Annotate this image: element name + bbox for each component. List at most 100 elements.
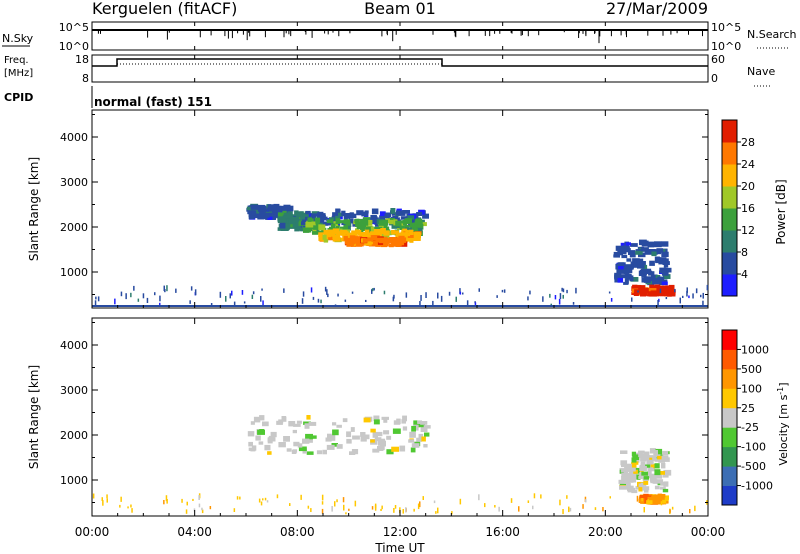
- power-data-cell: [630, 243, 638, 247]
- y-tick-label: 3000: [60, 384, 88, 397]
- power-data-cell: [640, 270, 648, 275]
- velocity-data-cell: [293, 423, 301, 427]
- velocity-data-cell: [417, 420, 422, 424]
- velocity-data-cell: [437, 507, 439, 514]
- power-data-cell: [371, 288, 374, 292]
- power-data-cell: [351, 239, 358, 244]
- power-data-cell: [364, 241, 372, 246]
- velocity-data-cell: [374, 505, 377, 511]
- velocity-data-cell: [641, 498, 643, 502]
- power-data-cell: [379, 211, 386, 217]
- freq-trace: [92, 58, 708, 67]
- power-data-cell: [320, 299, 322, 304]
- velocity-data-cell: [643, 507, 645, 513]
- velocity-data-cell: [411, 443, 420, 448]
- velocity-data-cell: [383, 417, 388, 423]
- velocity-data-cell: [267, 451, 272, 455]
- velocity-data-cell: [370, 439, 375, 443]
- power-data-cell: [166, 285, 168, 292]
- velocity-data-cell: [602, 507, 604, 512]
- power-data-cell: [636, 258, 644, 265]
- velocity-data-cell: [401, 419, 406, 424]
- velocity-data-cell: [296, 420, 302, 424]
- power-data-cell: [640, 291, 646, 297]
- velocity-y-axis: 1000 2000 3000 4000: [60, 322, 708, 503]
- colorbar-tick-label: 100: [741, 382, 762, 395]
- power-data-cell: [347, 237, 355, 241]
- velocity-data-cell: [354, 500, 357, 507]
- power-data-cell: [633, 262, 641, 268]
- velocity-data-cell: [260, 501, 263, 506]
- power-data-cell: [625, 274, 632, 280]
- power-data-cell: [390, 208, 396, 214]
- power-data-cell: [656, 257, 663, 262]
- power-data-cell: [306, 227, 312, 233]
- velocity-data-cell: [352, 435, 360, 440]
- velocity-data-cell: [380, 438, 386, 442]
- velocity-data-cell: [375, 431, 383, 437]
- power-data-cell: [647, 293, 652, 297]
- velocity-data-cell: [336, 444, 343, 449]
- velocity-data-cell: [435, 511, 437, 514]
- power-data-cell: [371, 218, 376, 224]
- y-tick-label: 3000: [60, 176, 88, 189]
- velocity-data-cell: [259, 415, 265, 421]
- sky-tick-bottom: 10^0: [59, 40, 89, 53]
- velocity-data-cell: [127, 506, 129, 509]
- power-data-cell: [253, 212, 260, 218]
- velocity-data-cell: [373, 419, 380, 425]
- velocity-data-cell: [651, 473, 657, 479]
- power-data-cell: [323, 233, 332, 238]
- power-data-cell: [679, 297, 681, 304]
- velocity-data-cell: [624, 463, 632, 469]
- velocity-data-cell: [331, 506, 333, 512]
- power-data-cell: [368, 226, 374, 233]
- search-tick-top: 10^5: [711, 21, 741, 34]
- colorbar-tick-label: 12: [741, 224, 755, 237]
- velocity-data-cell: [321, 508, 324, 514]
- power-data-cell: [501, 289, 504, 293]
- power-data-cell: [292, 216, 300, 222]
- velocity-data-cell: [643, 451, 650, 457]
- colorbar-tick-label: 16: [741, 202, 755, 215]
- colorbar-tick-label: 8: [741, 246, 748, 259]
- power-data-cell: [257, 207, 265, 212]
- velocity-data-cell: [348, 508, 350, 511]
- power-data-cell: [391, 224, 400, 229]
- velocity-data-cell: [585, 499, 587, 503]
- velocity-data-cell: [408, 439, 415, 443]
- power-data-cell: [361, 211, 369, 217]
- power-data-cell: [617, 277, 624, 283]
- power-data-cell: [478, 288, 480, 292]
- velocity-data-cell: [647, 455, 655, 459]
- velocity-data-cell: [258, 498, 261, 503]
- power-data-cell: [706, 284, 709, 291]
- colorbar-swatch: [722, 368, 737, 389]
- power-data-cell: [336, 231, 344, 236]
- power-data-cell: [657, 276, 665, 281]
- power-data-cell: [399, 225, 405, 230]
- power-data-cell: [356, 210, 364, 216]
- power-data-cell: [282, 207, 290, 212]
- power-data-cell: [637, 290, 639, 293]
- velocity-data-cell: [292, 429, 297, 434]
- power-data-cell: [318, 224, 326, 231]
- power-data-cell: [657, 300, 659, 306]
- velocity-data-cell: [422, 496, 424, 500]
- freq-label-2: [MHz]: [4, 68, 33, 79]
- velocity-data-cell: [510, 498, 513, 503]
- power-data-cell: [661, 251, 669, 258]
- power-data-cell: [292, 221, 300, 228]
- power-data-cell: [125, 293, 127, 300]
- power-data-cell: [402, 228, 408, 234]
- velocity-data-cell: [236, 496, 239, 500]
- power-data-cell: [635, 250, 643, 255]
- velocity-panel-frame: [91, 317, 709, 517]
- velocity-data-cell: [276, 420, 283, 425]
- power-data-cell: [190, 286, 193, 291]
- power-data-cell: [440, 295, 443, 302]
- velocity-data-cell: [420, 421, 428, 425]
- colorbar-swatch: [722, 330, 737, 350]
- colorbar-swatch: [722, 252, 737, 275]
- velocity-data-cell: [689, 509, 691, 514]
